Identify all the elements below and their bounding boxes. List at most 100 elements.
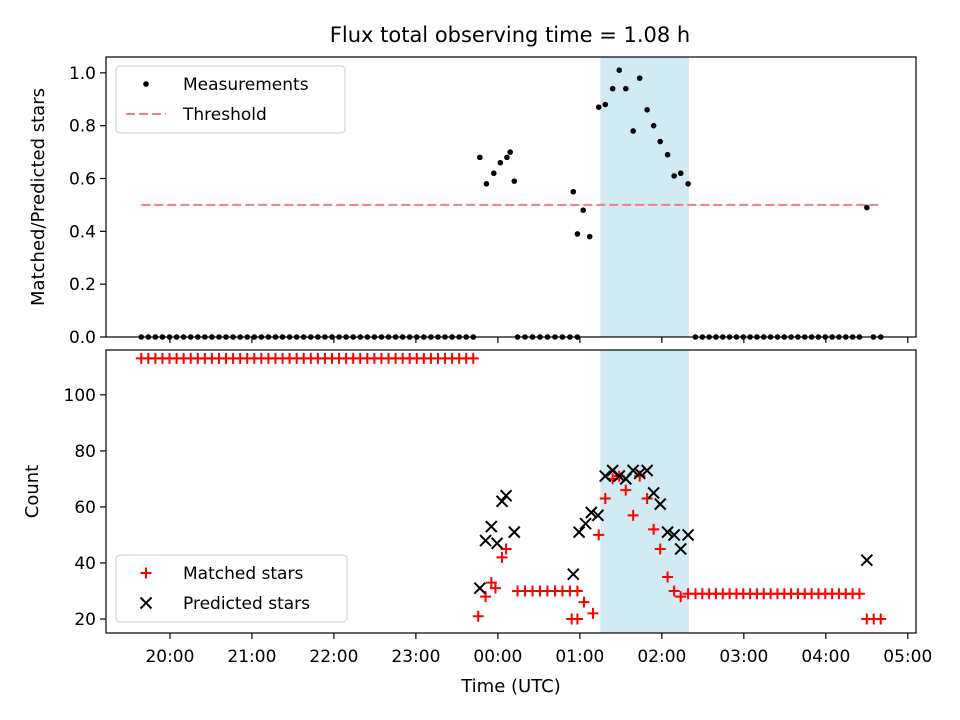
- x-tick-label: 05:00: [883, 647, 932, 667]
- bottom-plot-frame: [105, 349, 917, 634]
- measurement-point: [497, 159, 504, 166]
- measurement-point: [595, 104, 602, 110]
- top-legend-marker: [143, 81, 149, 87]
- measurement-point: [677, 170, 684, 177]
- measurement-point: [507, 149, 513, 155]
- measurement-point: [616, 67, 623, 74]
- x-axis: 20:00 21:00 22:00 23:00 00:00 01:00 02:00 03:00…: [145, 633, 932, 667]
- measurement-point: [477, 154, 483, 161]
- star-count-panel: 20 40 60 80 100 20:00 21:00 22:00 23:00 00:00 01:…: [22, 349, 932, 697]
- predicted-star-point: [490, 537, 504, 550]
- measurement-point: [630, 128, 636, 134]
- measurement-point: [570, 188, 577, 195]
- predicted-star-point: [860, 553, 874, 567]
- top-y-tick-label: 0.8: [69, 117, 96, 137]
- predicted-star-point: [654, 497, 667, 511]
- top-y-tick-label: 0.6: [69, 170, 96, 190]
- measurement-point: [490, 170, 497, 177]
- bottom-legend-label: Matched stars: [183, 564, 303, 584]
- measurement-point: [636, 75, 643, 81]
- measurement-point: [602, 101, 609, 108]
- measurement-point: [609, 85, 616, 92]
- bottom-legend-marker: [140, 567, 152, 579]
- x-tick-label: 02:00: [637, 647, 686, 667]
- matched-star-point: [875, 613, 887, 625]
- predicted-star-point: [473, 581, 487, 595]
- predicted-star-point: [613, 469, 626, 483]
- measurement-point: [671, 173, 677, 179]
- top-legend: Measurements Threshold: [115, 65, 346, 134]
- x-tick-label: 20:00: [145, 647, 194, 667]
- bottom-legend-marker: [139, 596, 153, 610]
- measurement-point: [657, 138, 664, 145]
- predicted-star-point: [479, 534, 492, 547]
- predicted-star-point: [667, 528, 681, 542]
- predicted-star-point: [495, 495, 509, 508]
- bottom-y-axis: 20 40 60 80 100: [64, 386, 106, 630]
- matched-star-point: [641, 493, 653, 505]
- top-observing-window-band: [600, 57, 689, 337]
- bottom-star-points: [135, 352, 887, 625]
- measurement-point: [504, 154, 510, 161]
- bottom-y-tick-label: 60: [74, 498, 96, 518]
- top-y-axis: 0.0 0.2 0.4 0.6 0.8 1.0: [69, 64, 106, 348]
- predicted-star-point: [674, 542, 687, 556]
- measurement-point: [622, 85, 629, 92]
- x-tick-label: 23:00: [391, 647, 440, 667]
- matched-star-point: [496, 551, 508, 563]
- predicted-star-point: [579, 517, 592, 530]
- matched-star-point: [472, 610, 484, 622]
- measurement-point: [685, 180, 691, 187]
- matched-star-point: [578, 596, 590, 608]
- observing-window-span-top: [600, 57, 689, 337]
- bottom-y-tick-label: 40: [74, 554, 96, 574]
- predicted-star-point: [633, 467, 646, 480]
- predicted-star-point: [585, 506, 598, 519]
- measurement-point: [511, 178, 518, 184]
- top-legend-box: [115, 65, 346, 134]
- matched-star-point: [620, 484, 632, 496]
- predicted-star-point: [661, 525, 674, 539]
- top-plot-frame: [105, 56, 917, 338]
- top-x-ticks: [169, 337, 909, 343]
- predicted-star-point: [640, 464, 654, 477]
- predicted-star-point: [572, 525, 586, 539]
- measurement-point: [650, 122, 657, 129]
- matched-star-point: [587, 607, 599, 619]
- bottom-y-axis-label: Count: [22, 465, 43, 518]
- x-tick-label: 21:00: [227, 647, 276, 667]
- bottom-legend-label: Predicted stars: [183, 594, 310, 614]
- x-tick-label: 00:00: [473, 647, 522, 667]
- top-legend-label: Threshold: [182, 105, 267, 125]
- top-y-tick-label: 0.0: [69, 328, 96, 348]
- x-tick-label: 03:00: [719, 647, 768, 667]
- matched-star-point: [599, 493, 611, 505]
- x-tick-label: 01:00: [555, 647, 604, 667]
- matched-star-point: [627, 509, 639, 521]
- x-axis-label: Time (UTC): [460, 676, 561, 697]
- flux-ratio-panel: 0.0 0.2 0.4 0.6 0.8 1.0 Matched/Predicted sta…: [28, 56, 917, 348]
- predicted-star-point: [485, 520, 498, 533]
- measurement-point: [483, 180, 490, 187]
- top-measurement-points: [138, 67, 884, 340]
- predicted-star-point: [626, 464, 640, 477]
- top-y-tick-label: 1.0: [69, 64, 96, 84]
- bottom-y-tick-label: 100: [64, 386, 96, 406]
- predicted-star-point: [567, 567, 580, 581]
- matched-star-point: [593, 529, 605, 541]
- x-tick-label: 22:00: [309, 647, 358, 667]
- matched-star-point: [682, 588, 694, 600]
- predicted-star-point: [508, 525, 521, 539]
- matched-star-point: [853, 588, 865, 600]
- bottom-legend-box: [115, 554, 348, 623]
- measurement-point: [644, 107, 650, 113]
- matched-star-point: [571, 613, 583, 625]
- matched-star-point: [467, 352, 479, 364]
- matched-star-point: [571, 585, 583, 597]
- chart-title: Flux total observing time = 1.08 h: [330, 23, 690, 47]
- matched-star-point: [654, 543, 666, 555]
- matched-star-point: [668, 585, 680, 597]
- matched-star-point: [662, 571, 674, 583]
- top-legend-label: Measurements: [183, 75, 309, 95]
